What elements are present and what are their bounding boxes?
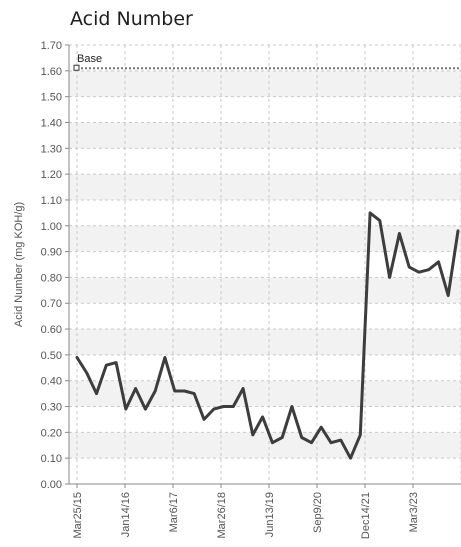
grid-band [69, 122, 461, 149]
data-point [251, 433, 255, 437]
data-point [407, 265, 411, 269]
y-tick-label: 1.60 [41, 66, 62, 78]
y-tick-label: 0.80 [41, 272, 62, 284]
y-tick-label: 0.20 [41, 427, 62, 439]
grid-band [69, 329, 461, 355]
y-tick-label: 1.20 [41, 169, 62, 181]
data-point [456, 229, 460, 233]
data-point [212, 407, 215, 411]
y-tick-label: 0.30 [41, 402, 62, 414]
y-tick-label: 1.00 [41, 221, 62, 233]
data-point [114, 361, 118, 364]
data-point [388, 276, 391, 279]
y-tick-label: 1.10 [41, 195, 62, 207]
y-tick-label: 1.40 [41, 117, 62, 129]
x-tick-label: Mar25/15 [72, 492, 84, 538]
base-marker [73, 64, 80, 71]
data-point [95, 392, 98, 395]
x-tick-label: Dec14/21 [360, 492, 372, 539]
grid-band [69, 70, 461, 97]
data-point [241, 387, 245, 390]
grid-band [69, 277, 461, 304]
y-tick-label: 0.60 [41, 324, 62, 336]
data-point [173, 389, 176, 393]
data-point [417, 271, 421, 274]
x-tick-label: Jan14/16 [120, 492, 132, 537]
x-tick-label: Mar6/17 [168, 492, 180, 532]
acid-number-series-line [75, 211, 460, 460]
data-point [75, 356, 79, 359]
data-point [349, 456, 352, 460]
data-point [183, 389, 186, 393]
data-point [222, 405, 225, 408]
data-point [368, 211, 372, 215]
data-point [290, 405, 294, 408]
data-point [134, 387, 137, 390]
data-point [105, 364, 108, 367]
base-label: Base [77, 53, 102, 65]
data-point [398, 232, 401, 235]
data-point [232, 405, 235, 408]
y-tick-label: 0.70 [41, 298, 62, 310]
data-point [144, 407, 147, 411]
y-axis-label: Acid Number (mg KOH/g) [13, 202, 25, 327]
data-point [85, 371, 88, 375]
y-tick-label: 0.00 [41, 479, 62, 491]
y-tick-label: 1.30 [41, 143, 62, 155]
y-tick-label: 1.70 [41, 40, 62, 52]
x-tick-label: Jun13/19 [264, 492, 276, 537]
data-point [310, 441, 313, 444]
data-point [280, 436, 284, 439]
data-point [378, 219, 382, 222]
data-point [202, 418, 206, 421]
data-point [261, 415, 264, 419]
grid-band [69, 432, 461, 459]
data-point [124, 407, 128, 411]
data-point [271, 441, 274, 444]
data-point [193, 392, 196, 395]
x-tick-label: Sep9/20 [312, 492, 324, 533]
grid-band [69, 174, 461, 200]
data-point [427, 268, 430, 271]
chart-title: Acid Number [70, 8, 193, 30]
data-point [339, 438, 342, 442]
y-tick-label: 0.10 [41, 453, 62, 465]
x-tick-label: Mar26/18 [216, 492, 228, 538]
data-point [163, 356, 167, 359]
data-point [329, 441, 333, 444]
data-point [359, 433, 362, 437]
y-tick-label: 1.50 [41, 92, 62, 104]
y-tick-label: 0.90 [41, 247, 62, 259]
y-tick-label: 0.40 [41, 376, 62, 388]
x-tick-label: Mar3/23 [408, 492, 420, 532]
data-point [320, 425, 323, 429]
data-point [447, 294, 450, 297]
data-point [153, 389, 157, 393]
data-point [300, 436, 303, 439]
data-point [437, 260, 440, 264]
y-tick-label: 0.50 [41, 350, 62, 362]
